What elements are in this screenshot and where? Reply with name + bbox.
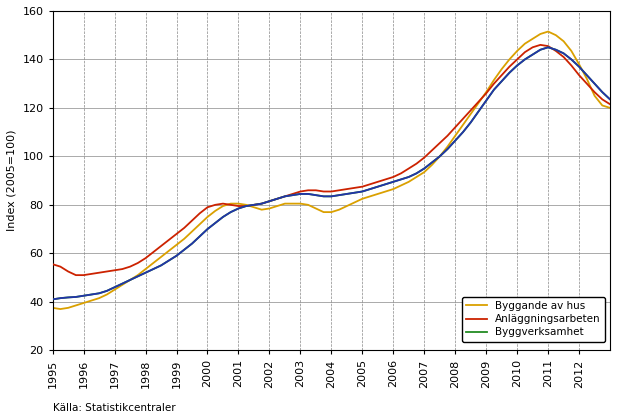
Line: Byggverksamhet: Byggverksamhet xyxy=(52,20,617,299)
Line: Anläggningsarbeten: Anläggningsarbeten xyxy=(52,45,617,275)
Anläggningsarbeten xyxy=(64,269,72,274)
Byggverksamhet xyxy=(49,297,56,302)
Byggande av hus xyxy=(72,303,80,308)
Byggande av hus xyxy=(374,191,381,196)
Byggande av hus xyxy=(57,306,64,311)
Byggande av hus xyxy=(560,39,567,44)
Byggande av hus xyxy=(126,277,134,282)
Byggande av hus xyxy=(88,298,95,303)
Anläggningsarbeten xyxy=(88,271,95,276)
Byggverksamhet xyxy=(80,293,88,298)
Anläggningsarbeten xyxy=(374,179,381,184)
Y-axis label: Index (2005=100): Index (2005=100) xyxy=(7,130,17,231)
Legend: Byggande av hus, Anläggningsarbeten, Byggverksamhet: Byggande av hus, Anläggningsarbeten, Byg… xyxy=(462,297,605,342)
Byggverksamhet xyxy=(64,295,72,300)
Anläggningsarbeten xyxy=(72,273,80,278)
Byggverksamhet xyxy=(366,186,374,191)
Byggverksamhet xyxy=(607,97,614,102)
Byggverksamhet xyxy=(552,47,560,52)
Anläggningsarbeten xyxy=(537,43,544,48)
Anläggningsarbeten xyxy=(126,264,134,269)
Line: Byggande av hus: Byggande av hus xyxy=(52,12,617,309)
Byggverksamhet xyxy=(118,281,126,286)
Byggande av hus xyxy=(614,104,617,109)
Anläggningsarbeten xyxy=(568,63,575,68)
Anläggningsarbeten xyxy=(49,262,56,267)
Text: Källa: Statistikcentraler: Källa: Statistikcentraler xyxy=(52,403,175,413)
Byggande av hus xyxy=(49,305,56,310)
